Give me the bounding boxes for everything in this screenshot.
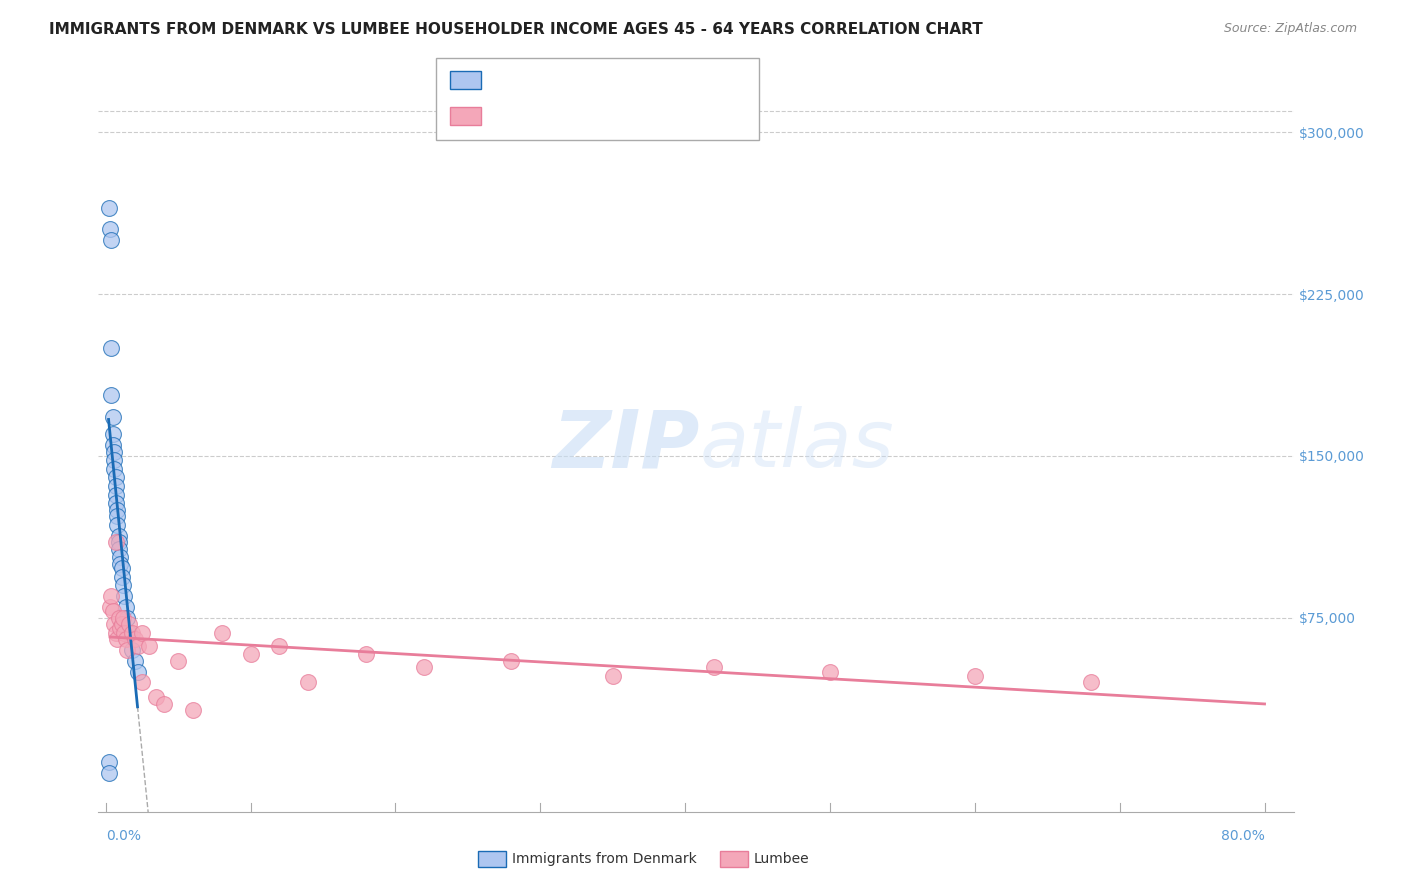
Point — [124, 654, 146, 668]
Point — [413, 660, 436, 674]
Point — [112, 578, 135, 592]
Point — [269, 639, 291, 653]
Text: 80.0%: 80.0% — [1220, 829, 1264, 843]
Point — [131, 625, 153, 640]
Point — [101, 427, 124, 442]
Text: Lumbee: Lumbee — [754, 852, 810, 866]
Point — [114, 625, 136, 640]
Point — [107, 610, 129, 624]
Point — [103, 444, 125, 458]
Point — [115, 599, 138, 614]
Point — [98, 599, 121, 614]
Point — [703, 660, 725, 674]
Point — [104, 470, 127, 484]
Point — [97, 201, 120, 215]
Point — [105, 509, 128, 524]
Point — [104, 479, 127, 493]
Text: -0.323: -0.323 — [523, 107, 582, 125]
Point — [211, 625, 233, 640]
Point — [114, 589, 136, 603]
Point — [101, 438, 124, 452]
Point — [107, 529, 129, 543]
Point — [105, 502, 128, 516]
Point — [167, 654, 190, 668]
Point — [105, 632, 128, 647]
Point — [100, 388, 122, 402]
Point — [356, 647, 378, 661]
Point — [108, 621, 131, 635]
Point — [110, 561, 132, 575]
Text: N =: N = — [593, 107, 630, 125]
Point — [297, 675, 319, 690]
Text: 35: 35 — [626, 71, 648, 89]
Point — [115, 632, 138, 647]
Point — [501, 654, 523, 668]
Text: 0.0%: 0.0% — [105, 829, 141, 843]
Point — [118, 625, 141, 640]
Point — [101, 604, 124, 618]
Point — [181, 703, 204, 717]
Point — [108, 550, 131, 565]
Text: R =: R = — [489, 107, 526, 125]
Point — [110, 569, 132, 583]
Point — [138, 639, 160, 653]
Point — [107, 535, 129, 549]
Text: N =: N = — [593, 71, 630, 89]
Text: -0.188: -0.188 — [523, 71, 582, 89]
Point — [100, 341, 122, 355]
Point — [145, 690, 167, 705]
Text: Source: ZipAtlas.com: Source: ZipAtlas.com — [1223, 22, 1357, 36]
Point — [602, 669, 624, 683]
Point — [112, 610, 135, 624]
Point — [1080, 675, 1102, 690]
Point — [818, 665, 841, 679]
Point — [104, 625, 127, 640]
Text: ZIP: ZIP — [553, 406, 700, 484]
Point — [127, 665, 149, 679]
Point — [124, 632, 146, 647]
Point — [103, 453, 125, 467]
Point — [97, 755, 120, 769]
Point — [101, 410, 124, 425]
Point — [104, 488, 127, 502]
Point — [152, 697, 174, 711]
Point — [127, 639, 149, 653]
Point — [104, 535, 127, 549]
Text: atlas: atlas — [700, 406, 894, 484]
Text: R =: R = — [489, 71, 526, 89]
Point — [118, 617, 141, 632]
Point — [108, 557, 131, 571]
Text: Immigrants from Denmark: Immigrants from Denmark — [512, 852, 696, 866]
Point — [110, 617, 132, 632]
Point — [117, 610, 139, 624]
Point — [105, 517, 128, 532]
Text: 37: 37 — [626, 107, 650, 125]
Point — [100, 589, 122, 603]
Point — [963, 669, 986, 683]
Point — [100, 233, 122, 247]
Text: IMMIGRANTS FROM DENMARK VS LUMBEE HOUSEHOLDER INCOME AGES 45 - 64 YEARS CORRELAT: IMMIGRANTS FROM DENMARK VS LUMBEE HOUSEH… — [49, 22, 983, 37]
Point — [103, 617, 125, 632]
Point — [239, 647, 262, 661]
Point — [103, 462, 125, 476]
Point — [104, 496, 127, 510]
Point — [121, 643, 143, 657]
Point — [98, 222, 121, 236]
Point — [107, 541, 129, 556]
Point — [131, 675, 153, 690]
Point — [121, 625, 143, 640]
Point — [117, 643, 139, 657]
Point — [97, 765, 120, 780]
